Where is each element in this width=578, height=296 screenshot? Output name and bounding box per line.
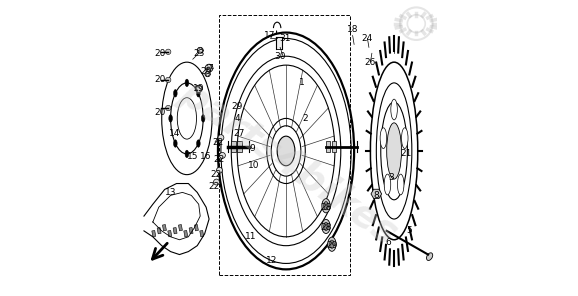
Circle shape [165, 77, 171, 83]
Text: parts4bikes: parts4bikes [173, 73, 405, 252]
Circle shape [213, 179, 220, 185]
Text: 26: 26 [365, 58, 376, 67]
Text: 28: 28 [320, 223, 332, 232]
Bar [189, 228, 193, 234]
Bar [332, 141, 336, 152]
Circle shape [218, 135, 224, 141]
Bar [157, 228, 161, 234]
Ellipse shape [324, 222, 328, 231]
Text: 15: 15 [187, 152, 199, 161]
Ellipse shape [169, 115, 172, 122]
Text: 29: 29 [232, 102, 243, 111]
Text: 2: 2 [302, 114, 308, 123]
Ellipse shape [185, 150, 188, 158]
Text: 20: 20 [154, 49, 166, 58]
Text: 24: 24 [362, 34, 373, 43]
Ellipse shape [173, 140, 177, 147]
Bar [220, 15, 350, 275]
Bar [194, 225, 198, 231]
Text: 21: 21 [400, 149, 412, 158]
Ellipse shape [427, 253, 433, 260]
Text: 12: 12 [265, 256, 277, 265]
Circle shape [205, 71, 210, 77]
Text: 18: 18 [347, 25, 358, 34]
Text: 22: 22 [212, 138, 224, 147]
Text: 29: 29 [326, 241, 338, 250]
Bar [237, 141, 242, 152]
Bar [276, 37, 281, 49]
Text: 19: 19 [193, 84, 205, 93]
Text: 5: 5 [406, 226, 412, 235]
Bar [200, 231, 203, 237]
Bar [173, 228, 177, 234]
Ellipse shape [384, 174, 391, 195]
Ellipse shape [329, 240, 334, 248]
Text: 1: 1 [299, 78, 305, 87]
Text: 6: 6 [386, 238, 391, 247]
Text: 14: 14 [169, 129, 181, 138]
Circle shape [165, 105, 171, 111]
Circle shape [205, 64, 213, 72]
Bar [184, 231, 188, 237]
Circle shape [197, 47, 203, 53]
Text: 17: 17 [264, 31, 276, 40]
Text: 22: 22 [211, 170, 222, 179]
Ellipse shape [380, 128, 387, 149]
Ellipse shape [322, 219, 330, 234]
Ellipse shape [402, 128, 408, 149]
Text: 27: 27 [233, 129, 244, 138]
Bar [152, 231, 155, 237]
Circle shape [195, 85, 202, 92]
Circle shape [217, 167, 223, 173]
Text: 20: 20 [154, 108, 166, 117]
Ellipse shape [322, 199, 330, 213]
Text: 25: 25 [201, 67, 212, 75]
Ellipse shape [328, 237, 336, 251]
Text: 13: 13 [165, 188, 176, 197]
Text: 22: 22 [214, 155, 225, 164]
Ellipse shape [324, 202, 328, 210]
Ellipse shape [173, 90, 177, 97]
Text: 11: 11 [244, 232, 256, 241]
Text: 16: 16 [201, 152, 212, 161]
Circle shape [220, 152, 225, 158]
Text: 20: 20 [154, 75, 166, 84]
Ellipse shape [391, 99, 397, 120]
Bar [162, 225, 166, 231]
Text: 23: 23 [193, 49, 205, 58]
Ellipse shape [201, 115, 205, 122]
Text: 4: 4 [235, 114, 240, 123]
Ellipse shape [197, 90, 200, 97]
Text: 7: 7 [208, 64, 213, 73]
Ellipse shape [387, 123, 402, 179]
Ellipse shape [277, 136, 295, 166]
Text: 10: 10 [248, 161, 259, 170]
Bar [168, 231, 172, 237]
Bar [231, 141, 236, 152]
Text: 28: 28 [320, 203, 332, 212]
Text: 30: 30 [275, 52, 286, 61]
Bar [179, 225, 183, 231]
Polygon shape [371, 189, 381, 199]
Circle shape [165, 49, 171, 54]
Ellipse shape [398, 174, 404, 195]
Text: 31: 31 [279, 34, 290, 43]
Ellipse shape [185, 79, 188, 87]
Text: 22: 22 [208, 182, 219, 191]
Ellipse shape [197, 140, 200, 147]
Text: 8: 8 [373, 191, 379, 200]
Bar [326, 141, 331, 152]
Text: 9: 9 [249, 144, 255, 152]
Text: 3: 3 [388, 173, 394, 182]
